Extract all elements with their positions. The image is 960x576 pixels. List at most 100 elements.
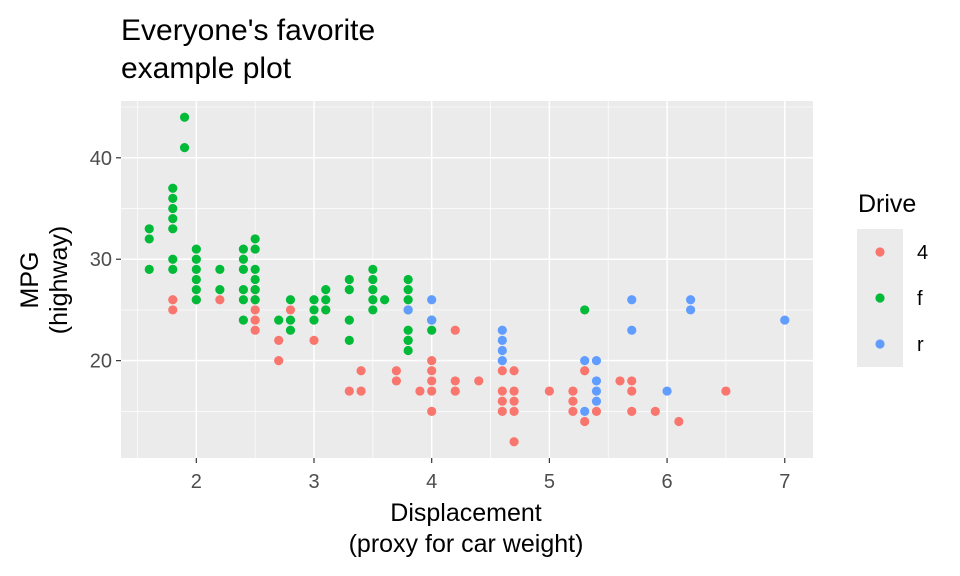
data-point-f <box>238 315 248 325</box>
data-point-f <box>344 274 354 285</box>
data-point-f <box>238 295 248 305</box>
data-point-4 <box>285 305 296 315</box>
data-point-r <box>497 325 507 335</box>
legend-key-r <box>875 339 885 349</box>
data-point-f <box>368 295 378 305</box>
data-point-f <box>250 285 260 295</box>
data-point-4 <box>427 386 437 396</box>
data-point-f <box>215 285 225 295</box>
x-axis-label-line-2: (proxy for car weight) <box>348 530 584 558</box>
data-point-4 <box>391 366 401 376</box>
data-point-f <box>144 264 154 274</box>
data-point-r <box>591 376 602 386</box>
data-point-4 <box>568 406 578 416</box>
data-point-f <box>344 335 354 345</box>
data-point-4 <box>250 305 260 315</box>
data-point-4 <box>627 406 637 416</box>
data-point-4 <box>497 366 507 376</box>
data-point-4 <box>509 386 519 396</box>
panel-background <box>121 101 813 458</box>
data-point-r <box>403 305 413 315</box>
data-point-f <box>321 295 331 305</box>
data-point-r <box>497 335 507 345</box>
x-tick-label: 5 <box>544 471 555 493</box>
data-point-4 <box>427 366 437 376</box>
data-point-f <box>191 254 201 264</box>
chart-title-line-2: example plot <box>121 52 292 85</box>
data-point-f <box>285 295 296 305</box>
legend-key-4 <box>875 247 885 257</box>
data-point-4 <box>568 386 578 396</box>
data-point-f <box>168 264 178 274</box>
data-point-4 <box>427 376 437 386</box>
data-point-r <box>627 325 637 335</box>
data-point-4 <box>497 396 507 406</box>
data-point-f <box>344 315 354 325</box>
data-point-f <box>168 203 178 214</box>
data-point-4 <box>580 366 590 376</box>
data-point-r <box>580 356 590 366</box>
data-point-r <box>780 315 790 325</box>
legend-label-4: 4 <box>917 242 928 264</box>
data-point-f <box>191 285 201 295</box>
data-point-f <box>191 244 201 254</box>
data-point-f <box>403 274 413 285</box>
data-point-f <box>274 315 284 325</box>
data-point-f <box>168 183 178 193</box>
data-point-f <box>168 193 178 203</box>
data-point-4 <box>391 376 401 386</box>
data-point-f <box>250 234 260 244</box>
data-point-4 <box>415 386 425 396</box>
y-tick-label: 30 <box>90 249 112 271</box>
data-point-r <box>427 315 437 325</box>
data-point-r <box>427 295 437 305</box>
data-point-f <box>380 295 390 305</box>
legend-label-r: r <box>917 334 924 356</box>
data-point-f <box>403 345 413 356</box>
data-point-f <box>427 325 437 335</box>
data-point-r <box>627 295 637 305</box>
data-point-f <box>321 285 331 295</box>
data-point-f <box>179 143 190 153</box>
data-point-f <box>250 264 260 274</box>
x-axis-label: Displacement (proxy for car weight) <box>349 498 584 560</box>
x-tick-label: 3 <box>308 471 319 493</box>
data-point-f <box>144 234 154 244</box>
data-point-4 <box>168 305 178 315</box>
data-point-r <box>591 356 602 366</box>
data-point-f <box>168 224 178 234</box>
chart-title-line-1: Everyone's favorite <box>121 14 376 47</box>
data-point-4 <box>627 386 637 396</box>
data-point-f <box>321 305 331 315</box>
data-point-f <box>191 264 201 274</box>
data-point-f <box>179 112 190 122</box>
data-point-r <box>662 386 672 396</box>
data-point-f <box>238 254 248 264</box>
data-point-f <box>368 305 378 315</box>
data-point-f <box>309 305 319 315</box>
data-point-4 <box>509 366 519 376</box>
y-axis-label-line-2: (highway) <box>45 225 73 335</box>
data-point-4 <box>274 335 284 345</box>
data-point-4 <box>615 376 625 386</box>
legend-label-f: f <box>917 288 923 310</box>
data-point-4 <box>627 376 637 386</box>
y-tick-label: 40 <box>90 148 112 170</box>
data-point-4 <box>509 396 519 406</box>
data-point-4 <box>356 386 366 396</box>
data-point-f <box>168 254 178 264</box>
data-point-f <box>250 274 260 285</box>
data-point-4 <box>591 406 602 416</box>
data-point-4 <box>274 356 284 366</box>
data-point-f <box>368 285 378 295</box>
data-point-r <box>591 396 602 406</box>
legend-key-f <box>875 293 885 303</box>
data-point-f <box>144 224 154 234</box>
data-point-4 <box>674 416 684 427</box>
data-point-f <box>285 325 296 335</box>
data-point-4 <box>509 406 519 416</box>
data-point-f <box>403 335 413 345</box>
data-point-f <box>285 315 296 325</box>
